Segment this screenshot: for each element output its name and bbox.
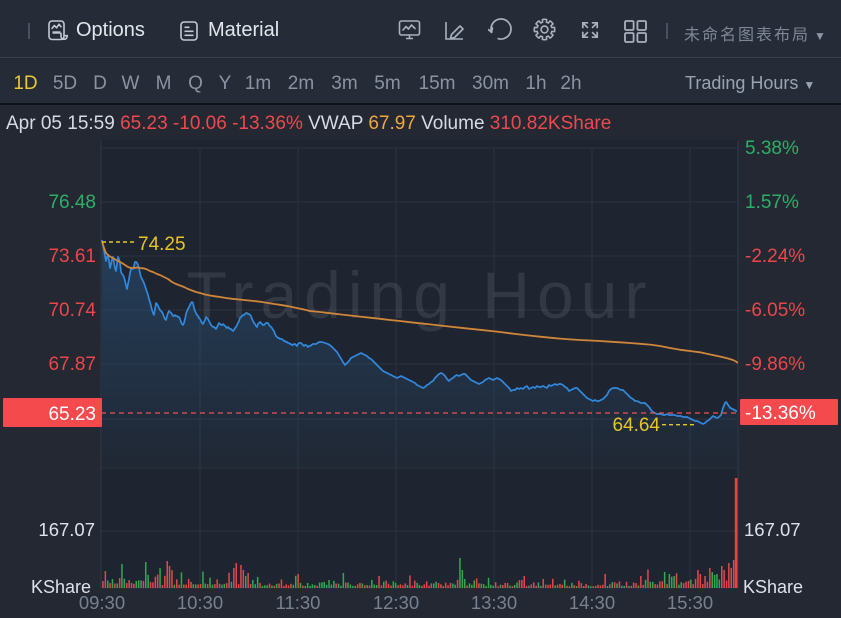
svg-text:09:30: 09:30 (79, 592, 125, 613)
svg-text:73.61: 73.61 (48, 246, 96, 267)
svg-text:74.25: 74.25 (138, 234, 186, 255)
svg-text:167.07: 167.07 (38, 519, 95, 540)
svg-text:15:30: 15:30 (667, 592, 713, 613)
svg-text:64.64: 64.64 (612, 415, 660, 436)
svg-text:1.57%: 1.57% (745, 192, 799, 213)
svg-text:-9.86%: -9.86% (745, 354, 805, 375)
svg-text:167.07: 167.07 (744, 519, 801, 540)
svg-text:KShare: KShare (31, 577, 91, 597)
svg-text:70.74: 70.74 (48, 300, 96, 321)
svg-text:65.23: 65.23 (48, 404, 96, 425)
svg-text:KShare: KShare (743, 577, 803, 597)
svg-text:-13.36%: -13.36% (745, 403, 816, 424)
svg-text:5.38%: 5.38% (745, 140, 799, 159)
svg-text:-6.05%: -6.05% (745, 300, 805, 321)
svg-text:14:30: 14:30 (569, 592, 615, 613)
svg-text:12:30: 12:30 (373, 592, 419, 613)
svg-text:10:30: 10:30 (177, 592, 223, 613)
svg-text:11:30: 11:30 (276, 592, 321, 613)
svg-text:67.87: 67.87 (48, 354, 96, 375)
svg-text:-2.24%: -2.24% (745, 246, 805, 267)
svg-text:76.48: 76.48 (48, 192, 96, 213)
svg-text:13:30: 13:30 (471, 592, 517, 613)
svg-text:Trading Hour: Trading Hour (187, 258, 654, 332)
